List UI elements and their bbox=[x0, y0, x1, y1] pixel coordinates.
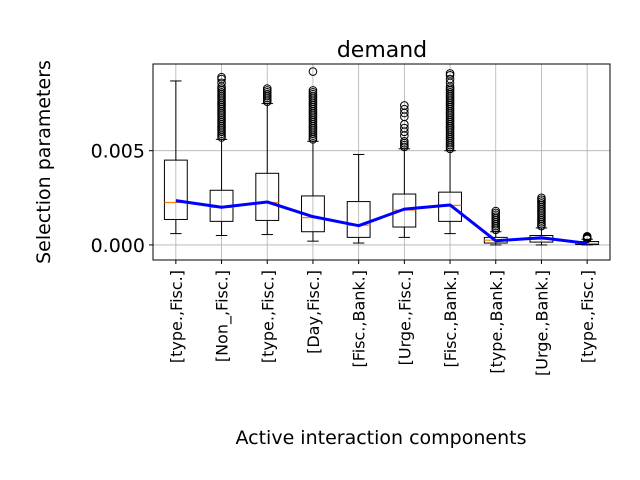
y-tick-label: 0.005 bbox=[91, 141, 145, 163]
x-tick-label: [Day,Fisc.] bbox=[304, 270, 323, 354]
box-plot-group bbox=[529, 193, 554, 246]
outlier-point bbox=[400, 136, 409, 146]
y-tick-label: 0.000 bbox=[91, 235, 145, 257]
outlier-point bbox=[400, 101, 409, 110]
mean-line-layer bbox=[175, 199, 588, 245]
outlier-point bbox=[400, 104, 409, 114]
outlier-point bbox=[491, 206, 501, 216]
box-plot-group bbox=[255, 84, 280, 236]
outlier-point bbox=[537, 193, 546, 203]
x-tick-label: [type.,Fisc.] bbox=[258, 270, 277, 363]
box-plot-group bbox=[301, 67, 325, 242]
outlier-point bbox=[582, 231, 592, 241]
x-tick-label: [Urge.,Bank.] bbox=[532, 270, 551, 376]
x-tick-label: [type.,Bank.] bbox=[487, 270, 506, 374]
outlier-point bbox=[262, 84, 272, 93]
outlier-point bbox=[445, 69, 455, 78]
x-axis-label: Active interaction components bbox=[236, 427, 527, 449]
outlier-point bbox=[308, 86, 318, 95]
plot-area-frame bbox=[152, 63, 611, 261]
x-tick-label: [Non_,Fisc.] bbox=[213, 270, 233, 362]
x-axis-ticks: [type.,Fisc.] [Non_,Fisc.] [type.,Fisc.] [D… bbox=[167, 260, 597, 376]
outlier-point bbox=[400, 123, 409, 133]
outlier-point bbox=[308, 67, 318, 76]
box-iqr bbox=[163, 159, 188, 220]
box-plot-group bbox=[392, 101, 417, 238]
x-tick-label: [type.,Fisc.] bbox=[578, 270, 597, 363]
box-iqr bbox=[255, 172, 280, 221]
x-tick-label: [Fisc.,Bank.] bbox=[350, 270, 369, 368]
outlier-point bbox=[445, 74, 455, 84]
y-axis-label: Selection parameters bbox=[33, 60, 55, 264]
outlier-point bbox=[217, 78, 226, 88]
x-tick-label: [Urge.,Fisc.] bbox=[395, 270, 414, 365]
x-tick-label: [type.,Fisc.] bbox=[167, 270, 186, 363]
y-axis-ticks: 0.000 0.005 bbox=[91, 141, 153, 257]
box-iqr bbox=[346, 201, 371, 238]
chart-title: demand bbox=[337, 38, 427, 63]
box-plot-group bbox=[438, 69, 462, 235]
mean-trend-line bbox=[175, 199, 588, 245]
outlier-point bbox=[217, 72, 226, 82]
x-tick-label: [Fisc.,Bank.] bbox=[441, 270, 460, 368]
